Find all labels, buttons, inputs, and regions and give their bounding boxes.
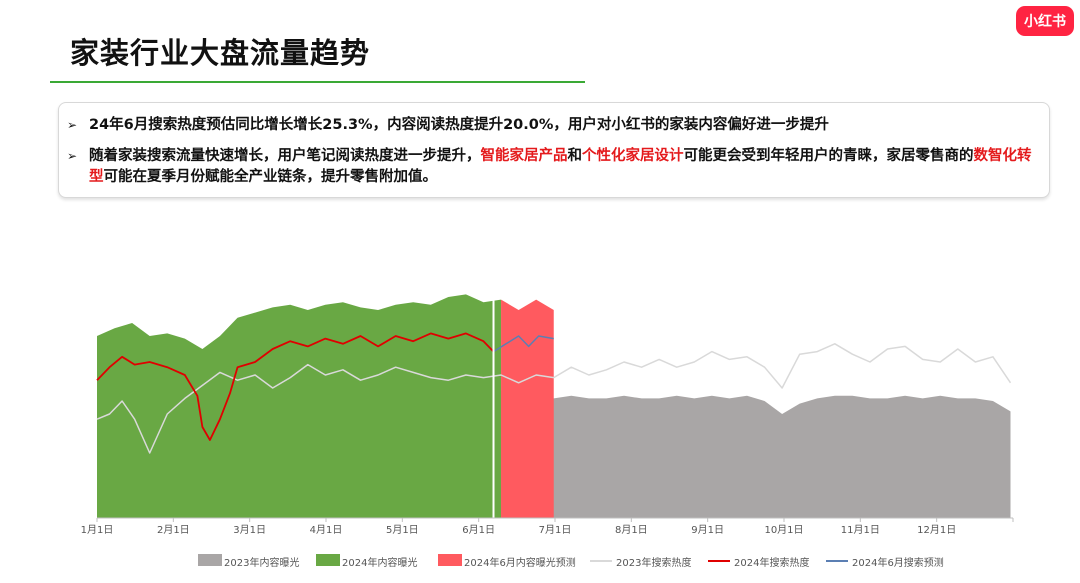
bullet-2-part: 和 (567, 148, 583, 164)
bullet-2-part: 随着家装搜索流量快速增长，用户笔记阅读热度进一步提升， (89, 148, 481, 164)
legend-label: 2024年内容曝光 (342, 558, 418, 569)
x-tick-label: 8月1日 (615, 524, 648, 536)
x-tick-label: 4月1日 (310, 524, 343, 536)
series-4-line (96, 332, 495, 441)
legend-swatch (590, 560, 612, 562)
series-1-area (97, 294, 502, 518)
highlight-personalized-design: 个性化家居设计 (582, 148, 684, 164)
xiaohongshu-logo: 小红书 (1016, 6, 1074, 36)
x-tick-label: 9月1日 (691, 524, 724, 536)
summary-bullet-2: ➢ 随着家装搜索流量快速增长，用户笔记阅读热度进一步提升，智能家居产品和个性化家… (67, 146, 1042, 188)
x-tick-label: 7月1日 (539, 524, 572, 536)
legend-label: 2024年6月搜索预测 (852, 558, 944, 569)
bullet-2-text: 随着家装搜索流量快速增长，用户笔记阅读热度进一步提升，智能家居产品和个性化家居设… (67, 146, 1042, 188)
bullet-arrow-icon: ➢ (67, 118, 78, 132)
x-tick-label: 3月1日 (233, 524, 266, 536)
bullet-arrow-icon: ➢ (67, 149, 78, 163)
bullet-2-part: 可能在夏季月份赋能全产业链条，提升零售附加值。 (103, 169, 438, 185)
summary-bullet-1: ➢ 24年6月搜索热度预估同比增长增长25.3%，内容阅读热度提升20.0%，用… (67, 115, 1042, 136)
legend-label: 2024年搜索热度 (734, 558, 810, 569)
x-tick-label: 2月1日 (157, 524, 190, 536)
page-title: 家装行业大盘流量趋势 (70, 36, 371, 70)
legend-swatch (438, 554, 462, 566)
legend-label: 2024年6月内容曝光预测 (464, 558, 576, 569)
area-series-group (97, 294, 1011, 518)
bullet-1-text: 24年6月搜索热度预估同比增长增长25.3%，内容阅读热度提升20.0%，用户对… (89, 117, 829, 133)
x-axis: 1月1日 2月1日 3月1日 4月1日 5月1日 6月1日 7月1日 8月1日 9月1日 10月1… (81, 517, 1014, 536)
x-tick-label: 11月1日 (841, 524, 880, 536)
legend-swatch (316, 554, 340, 566)
legend-label: 2023年内容曝光 (224, 558, 300, 569)
line-series-group (96, 289, 1012, 518)
traffic-trend-chart: 1月1日 2月1日 3月1日 4月1日 5月1日 6月1日 7月1日 8月1日 9月1日 10月1… (81, 289, 1014, 536)
series-5-line (493, 335, 554, 353)
legend-label: 2023年搜索热度 (616, 558, 692, 569)
x-tick-label: 12月1日 (917, 524, 956, 536)
highlight-digital-transformation: 数智化转型 (89, 148, 1032, 185)
x-tick-label: 10月1日 (764, 524, 803, 536)
series-2-area (501, 299, 554, 518)
x-tick-label: 1月1日 (81, 524, 114, 536)
bullet-2-part: 可能更会受到年轻用户的青睐，家居零售商的 (683, 148, 974, 164)
highlight-smart-home: 智能家居产品 (480, 148, 568, 164)
x-tick-label: 6月1日 (462, 524, 495, 536)
x-tick-label: 5月1日 (386, 524, 419, 536)
legend-swatch (198, 554, 222, 566)
legend-swatch (826, 560, 848, 562)
legend-swatch (708, 560, 730, 562)
summary-box: ➢ 24年6月搜索热度预估同比增长增长25.3%，内容阅读热度提升20.0%，用… (58, 102, 1050, 198)
chart-legend: 2023年内容曝光 2024年内容曝光 2024年6月内容曝光预测 2023年搜索热度… (0, 550, 1080, 572)
title-underline (50, 81, 585, 83)
